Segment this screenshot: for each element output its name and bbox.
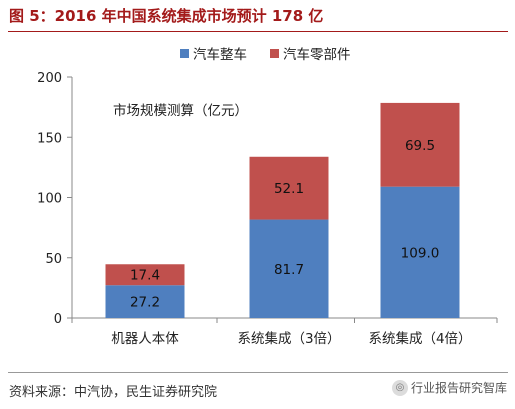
bar-parts — [380, 102, 460, 187]
x-tick-label: 机器人本体 — [111, 331, 179, 347]
x-tick-label: 系统集成（4倍） — [368, 331, 471, 347]
data-label: 109.0 — [401, 245, 440, 261]
wechat-icon: ◎ — [391, 379, 408, 396]
title-divider — [8, 31, 508, 32]
y-tick-label: 50 — [45, 252, 62, 267]
bar-vehicle — [105, 285, 185, 318]
legend-swatch-parts — [270, 49, 279, 58]
axes: 0 50 100 150 200 机器人本体 系统集成（3倍） 系统集成（4倍） — [37, 71, 498, 347]
data-label: 17.4 — [130, 268, 160, 284]
x-tick-label: 系统集成（3倍） — [237, 331, 340, 347]
bar-parts — [249, 156, 329, 220]
data-label: 69.5 — [405, 138, 435, 154]
legend: 汽车整车 汽车零部件 — [180, 46, 351, 63]
bar-vehicle — [380, 186, 460, 318]
y-tick-label: 150 — [37, 131, 62, 146]
chart-subtitle: 市场规模测算（亿元） — [113, 102, 248, 119]
watermark-text: 行业报告研究智库 — [410, 381, 507, 395]
y-tick-label: 100 — [37, 192, 62, 207]
legend-label-parts: 汽车零部件 — [283, 46, 351, 63]
legend-swatch-vehicle — [180, 49, 189, 58]
bar-parts — [105, 264, 185, 286]
watermark: ◎ 行业报告研究智库 — [391, 379, 507, 396]
bar-vehicle — [249, 219, 329, 318]
legend-label-vehicle: 汽车整车 — [193, 46, 247, 63]
source-divider — [8, 372, 508, 373]
y-tick-label: 0 — [54, 312, 62, 327]
data-label: 27.2 — [130, 295, 160, 311]
data-label: 52.1 — [274, 181, 304, 197]
y-tick-label: 200 — [37, 71, 62, 86]
figure-title: 图 5：2016 年中国系统集成市场预计 178 亿 — [9, 7, 324, 25]
data-labels: 27.2 17.4 81.7 52.1 109.0 69.5 — [130, 138, 439, 311]
bars — [105, 102, 460, 318]
source-note: 资料来源：中汽协，民生证券研究院 — [9, 385, 218, 400]
data-label: 81.7 — [274, 262, 304, 278]
